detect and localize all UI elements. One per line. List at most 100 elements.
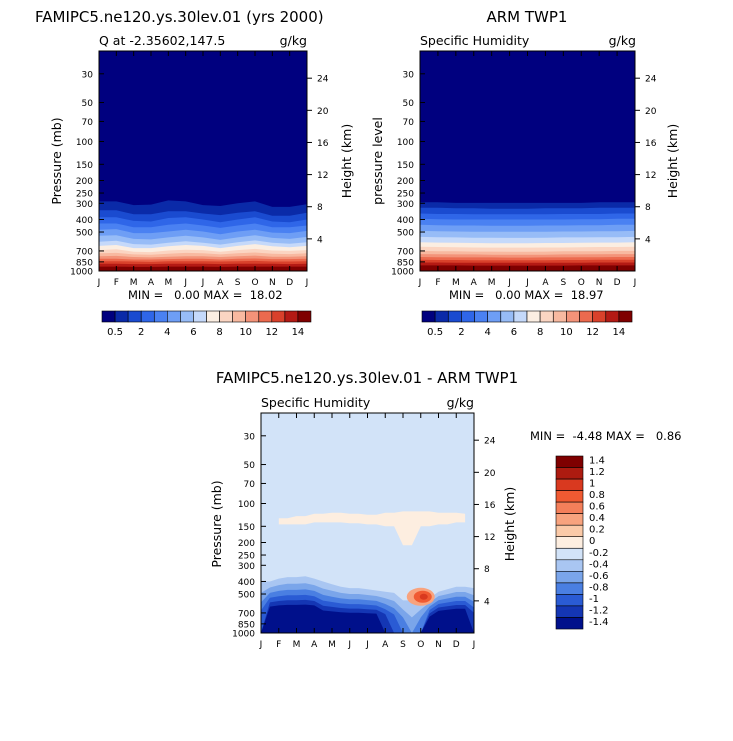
colorbar-swatch: [526, 310, 541, 323]
x-tick-label: D: [453, 640, 460, 650]
x-tick-label: F: [435, 278, 440, 288]
colorbar-swatch: [555, 455, 584, 468]
colorbar-label: 14: [292, 327, 305, 338]
y-tick-label: 700: [397, 247, 414, 257]
colorbar-swatch: [555, 594, 584, 607]
colorbar-swatch: [127, 310, 142, 323]
colorbar-swatch: [245, 310, 260, 323]
colorbar-label: 0.6: [589, 502, 605, 513]
colorbar-swatch: [101, 310, 116, 323]
y-tick-label: 200: [397, 177, 414, 187]
panel-1-ylabel: Pressure (mb): [49, 117, 64, 204]
colorbar-swatch: [167, 310, 181, 323]
colorbar-swatch: [114, 310, 129, 323]
colorbar-swatch: [421, 310, 436, 323]
x-tick-label: M: [130, 278, 138, 288]
diff-negative-level--1.2: [261, 604, 474, 633]
y-tick-label: 1000: [232, 630, 255, 640]
colorbar-swatch: [461, 310, 475, 323]
colorbar-swatch: [566, 310, 580, 323]
y-right-tick-label: 4: [317, 235, 323, 245]
colorbar-label: 4: [164, 327, 170, 338]
x-tick-label: J: [507, 278, 511, 288]
colorbar-label: 0.8: [589, 490, 605, 501]
y-tick-label: 30: [82, 70, 94, 80]
y-tick-label: 100: [397, 138, 414, 148]
y-right-tick-label: 24: [484, 437, 496, 447]
y-right-tick-label: 12: [645, 171, 656, 181]
y-tick-label: 200: [76, 177, 93, 187]
y-tick-label: 700: [76, 247, 93, 257]
y-tick-label: 150: [397, 161, 414, 171]
x-tick-label: M: [452, 278, 460, 288]
colorbar-label: 2: [458, 327, 464, 338]
x-tick-label: A: [382, 640, 389, 650]
colorbar-label: -0.6: [589, 571, 609, 582]
y-right-tick-label: 4: [484, 597, 490, 607]
colorbar-label: 12: [586, 327, 599, 338]
x-tick-label: M: [293, 640, 301, 650]
y-tick-label: 150: [238, 523, 255, 533]
x-tick-label: D: [286, 278, 293, 288]
y-tick-label: 150: [76, 161, 93, 171]
colorbar-swatch: [219, 310, 233, 323]
colorbar-label: 10: [239, 327, 252, 338]
panel-3-ylabel: Pressure (mb): [209, 480, 224, 567]
x-tick-label: A: [148, 278, 155, 288]
x-tick-label: N: [269, 278, 276, 288]
x-tick-label: A: [471, 278, 478, 288]
x-tick-label: J: [525, 278, 529, 288]
y-right-tick-label: 8: [317, 203, 323, 213]
colorbar-label: 0.4: [589, 513, 605, 524]
y-tick-label: 200: [238, 539, 255, 549]
y-right-tick-label: 4: [645, 235, 651, 245]
y-tick-label: 300: [238, 562, 255, 572]
y-tick-label: 850: [238, 620, 255, 630]
panel-2-ylabel: pressure level: [370, 117, 385, 205]
panel-2-colorbar: 0.5 2 4 6 8 10 12 14: [421, 310, 633, 338]
diff-positive-feature-peak: [419, 593, 428, 600]
panel-2-ylabel-right: Height (km): [665, 124, 680, 198]
colorbar-label: 1.2: [589, 467, 605, 478]
colorbar-swatch: [555, 559, 584, 572]
panel-3-colorbar: 1.41.210.80.60.40.20-0.2-0.4-0.6-0.8-1-1…: [555, 455, 609, 630]
colorbar-label: 0.2: [589, 525, 605, 536]
x-tick-label: A: [217, 278, 224, 288]
x-tick-label: J: [97, 278, 101, 288]
colorbar-swatch: [193, 310, 207, 323]
colorbar-swatch: [297, 310, 312, 323]
y-tick-label: 100: [238, 500, 255, 510]
panel-2-stats: MIN = 0.00 MAX = 18.97: [449, 288, 604, 302]
colorbar-swatch: [592, 310, 607, 323]
colorbar-label: 4: [484, 327, 490, 338]
x-tick-label: M: [488, 278, 496, 288]
colorbar-label: 0.5: [107, 327, 123, 338]
colorbar-label: 14: [613, 327, 626, 338]
y-right-tick-label: 12: [317, 171, 328, 181]
colorbar-swatch: [271, 310, 286, 323]
colorbar-swatch: [258, 310, 273, 323]
panel-1-ylabel-right: Height (km): [339, 124, 354, 198]
colorbar-swatch: [555, 524, 584, 538]
panel-2-subtitle: Specific Humidity: [420, 33, 530, 48]
colorbar-label: 8: [216, 327, 222, 338]
colorbar-swatch: [555, 617, 584, 630]
colorbar-swatch: [555, 513, 584, 526]
colorbar-label: 10: [560, 327, 573, 338]
colorbar-swatch: [513, 310, 528, 323]
colorbar-swatch: [555, 478, 584, 491]
x-tick-label: O: [417, 640, 424, 650]
x-tick-label: A: [311, 640, 318, 650]
colorbar-label: -1.4: [589, 617, 609, 628]
colorbar-swatch: [555, 605, 584, 618]
x-tick-label: J: [259, 640, 263, 650]
panel-3-stats: MIN = -4.48 MAX = 0.86: [530, 429, 681, 443]
x-tick-label: J: [347, 640, 351, 650]
colorbar-label: -1: [589, 594, 599, 605]
x-tick-label: J: [365, 640, 369, 650]
y-tick-label: 1000: [70, 268, 93, 278]
panel-1-plot: [99, 51, 307, 271]
y-right-tick-label: 16: [317, 139, 329, 149]
